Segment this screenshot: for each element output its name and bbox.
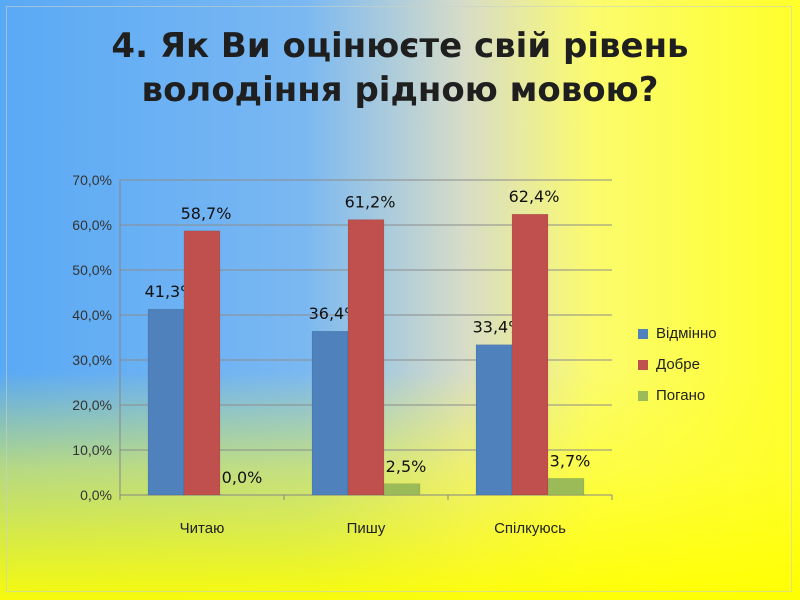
x-category-label: Пишу [347, 520, 386, 537]
legend-swatch [638, 359, 648, 370]
y-tick-label: 60,0% [72, 217, 112, 233]
bar-Добре [347, 219, 385, 496]
legend-label: Погано [656, 387, 706, 404]
legend-item: Погано [638, 380, 758, 411]
data-label: 61,2% [345, 193, 396, 212]
legend-label: Відмінно [656, 325, 717, 342]
title-line-1: 4. Як Ви оцінюєте свій рівень [111, 26, 689, 66]
data-label: 58,7% [181, 204, 232, 223]
data-label: 2,5% [386, 457, 427, 476]
data-label: 41,3% [145, 282, 196, 301]
legend-swatch [638, 390, 648, 401]
y-tick-label: 70,0% [72, 172, 112, 188]
bar-Відмінно [147, 308, 185, 496]
y-tick-label: 50,0% [72, 262, 112, 278]
bar-Погано [547, 478, 585, 496]
bar-Добре [183, 230, 221, 496]
data-label: 3,7% [550, 451, 591, 470]
legend-swatch [638, 328, 648, 339]
y-tick-label: 0,0% [80, 487, 112, 503]
data-label: 36,4% [309, 304, 360, 323]
slide-title: 4. Як Ви оцінюєте свій рівень володіння … [0, 24, 800, 112]
bar-Добре [511, 213, 549, 496]
data-label: 0,0% [222, 468, 263, 487]
y-tick-label: 10,0% [72, 442, 112, 458]
x-category-label: Спілкуюсь [494, 520, 566, 537]
bar-Відмінно [311, 330, 349, 496]
y-tick-label: 20,0% [72, 397, 112, 413]
y-tick-label: 40,0% [72, 307, 112, 323]
legend-item: Добре [638, 349, 758, 380]
bar-Відмінно [475, 344, 513, 496]
legend-item: Відмінно [638, 318, 758, 349]
x-category-label: Читаю [180, 520, 225, 537]
title-line-2: володіння рідною мовою? [141, 70, 659, 110]
bar-Погано [383, 483, 421, 496]
data-label: 62,4% [509, 187, 560, 206]
y-tick-label: 30,0% [72, 352, 112, 368]
legend-label: Добре [656, 356, 700, 373]
data-label: 33,4% [473, 318, 524, 337]
chart-legend: Відмінно Добре Погано [638, 318, 758, 411]
